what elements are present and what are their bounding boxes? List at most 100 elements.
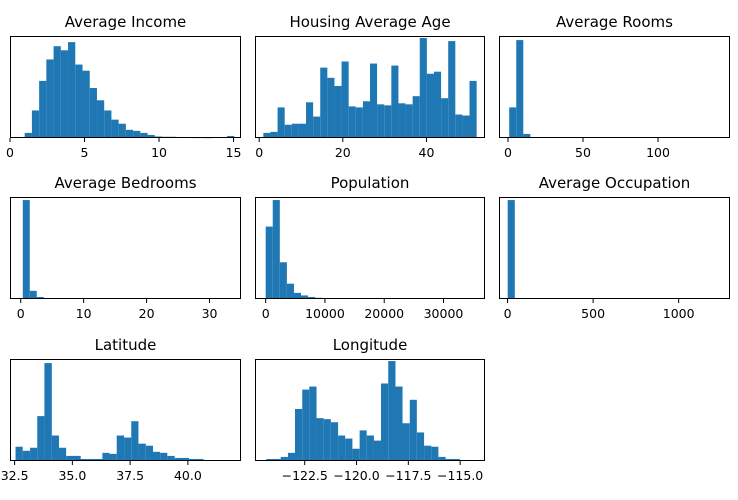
histogram-bar (104, 110, 112, 138)
histogram-bars (22, 200, 51, 299)
histogram-bar (366, 435, 374, 461)
histogram-bar (395, 386, 403, 461)
x-tick-label: −115.0 (437, 468, 483, 483)
histogram-bar (131, 421, 139, 461)
histogram-bar (380, 383, 389, 461)
histogram-bar (313, 116, 321, 138)
histogram-bar (266, 458, 274, 461)
x-tick-label: 37.5 (116, 468, 144, 483)
histogram-bar (334, 85, 342, 138)
histogram-bar (523, 133, 531, 138)
histogram-panel: Average Bedrooms 0 10 20 30 (10, 174, 241, 321)
histogram-bar (287, 452, 295, 461)
histogram-bars (17, 42, 235, 139)
histogram-bar (189, 458, 197, 461)
histogram-bar (359, 430, 367, 461)
x-tick-label: −120.0 (333, 468, 379, 483)
x-tick-label: 0 (255, 145, 263, 160)
histogram-bars (263, 38, 477, 138)
histogram-bar (452, 458, 460, 461)
x-tick-label: 5 (81, 145, 89, 160)
axes-frame (10, 359, 241, 461)
histogram-bar (124, 437, 132, 461)
histogram-bar (327, 77, 335, 138)
chart-title: Longitude (333, 336, 408, 354)
histogram-bar (280, 456, 288, 461)
histogram-bar (298, 123, 307, 138)
histogram-bar (30, 447, 38, 461)
histogram-bar (306, 102, 314, 138)
histogram-bars (15, 363, 211, 461)
x-tick-label: 40 (419, 145, 435, 160)
histogram-bar (402, 423, 410, 461)
histogram-bar (272, 200, 280, 299)
histogram-bar (279, 262, 287, 299)
histogram-panel: Average Income 0 5 10 15 (6, 13, 241, 160)
histogram-bar (384, 105, 392, 138)
histogram-bar (284, 124, 292, 138)
histogram-bar (66, 455, 74, 461)
histogram-bar (277, 107, 285, 138)
histogram-bar (125, 129, 134, 138)
histogram-bar (15, 446, 23, 461)
histogram-bar (455, 114, 463, 138)
chart-title: Average Occupation (539, 174, 691, 192)
histogram-bar (51, 435, 59, 461)
histogram-bar (338, 435, 346, 461)
histogram-bar (388, 361, 396, 461)
histogram-bar (46, 59, 54, 138)
x-tick-label: 50 (575, 145, 591, 160)
histogram-panel: Average Occupation 0 500 1000 (499, 174, 730, 321)
histogram-bar (507, 200, 515, 299)
axes-frame (10, 36, 241, 138)
histogram-bar (58, 447, 67, 461)
histogram-panel: Average Rooms 0 50 100 (499, 13, 730, 160)
histogram-bar (73, 455, 81, 461)
axes-frame (499, 197, 730, 299)
histogram-bar (355, 107, 363, 138)
histogram-bar (145, 445, 153, 461)
histogram-bar (133, 130, 141, 138)
histogram-bar (167, 455, 175, 461)
histogram-bar (82, 70, 90, 138)
histogram-bar (102, 452, 110, 461)
histogram-bar (39, 80, 47, 138)
histogram-panel: Latitude 32.5 35.0 37.5 40.0 (1, 336, 241, 483)
histogram-bar (419, 38, 427, 138)
histogram-bar (341, 61, 349, 138)
histogram-bar (445, 458, 453, 461)
x-tick-label: 20000 (364, 306, 404, 321)
histogram-bar (89, 88, 97, 138)
histogram-bar (22, 450, 31, 461)
chart-title: Average Income (65, 13, 187, 31)
histogram-bar (29, 290, 37, 299)
histogram-bar (391, 65, 399, 138)
histogram-bar (433, 71, 442, 138)
histogram-bar (424, 445, 432, 461)
x-tick-label: 30 (202, 306, 218, 321)
x-tick-label: 20 (139, 306, 155, 321)
histogram-bar (426, 73, 434, 138)
histogram-panel: Population 0 10000 20000 30000 (255, 174, 485, 321)
histogram-bar (263, 132, 271, 138)
x-tick-label: 0 (262, 306, 270, 321)
x-tick-label: −117.5 (385, 468, 431, 483)
x-tick-label: 40.0 (174, 468, 202, 483)
x-tick-label: 32.5 (1, 468, 29, 483)
histogram-bar (462, 115, 470, 138)
histogram-bar (362, 101, 370, 138)
histogram-bar (348, 106, 356, 138)
histogram-bar (75, 64, 83, 138)
histogram-bar (24, 132, 32, 138)
histogram-bar (273, 458, 281, 461)
histogram-bar (320, 67, 328, 138)
histogram-bars (266, 361, 468, 461)
histogram-bar (80, 458, 88, 461)
histogram-bar (308, 296, 316, 299)
histogram-bars (507, 200, 515, 299)
histogram-bar (377, 104, 385, 138)
histogram-bar (438, 456, 446, 461)
histogram-bar (431, 446, 439, 461)
histogram-bar (174, 457, 182, 461)
histogram-bar (37, 416, 45, 461)
